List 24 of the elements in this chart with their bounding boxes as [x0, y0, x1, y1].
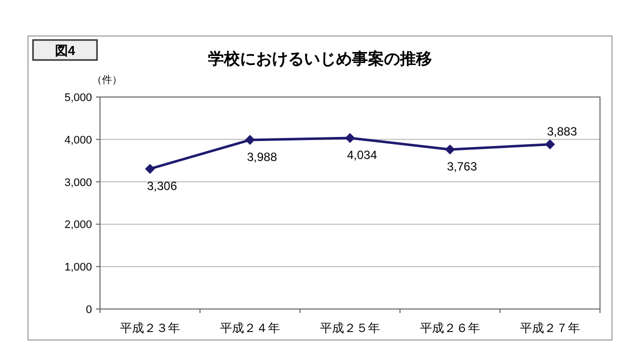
text: （件）	[92, 75, 122, 86]
data-label: 3,883	[546, 124, 578, 138]
y-tick-label: 4,000	[64, 134, 92, 146]
data-label: 4,034	[346, 148, 378, 162]
y-tick-label: 1,000	[64, 262, 92, 274]
y-tick-label: 2,000	[64, 219, 92, 232]
chart-title: 学校におけるいじめ事案の推移	[208, 49, 432, 68]
data-label: 3,306	[146, 178, 178, 193]
x-tick-label: 平成２６年	[420, 321, 480, 335]
caption: 図4	[54, 43, 76, 58]
y-tick-label: 5,000	[64, 92, 92, 104]
data-label: 3,988	[246, 150, 278, 164]
x-tick-label: 平成２７年	[520, 321, 580, 335]
data-label: 3,763	[446, 159, 478, 174]
point	[445, 144, 455, 154]
x-tick-label: 平成２４年	[220, 321, 280, 335]
x-tick-label: 平成２３年	[120, 321, 180, 335]
point	[145, 164, 155, 174]
y-tick-label: 0	[86, 304, 92, 316]
point	[545, 139, 555, 150]
x-tick-label: 平成２５年	[320, 321, 380, 335]
point	[345, 132, 355, 143]
y-tick-label: 3,000	[64, 176, 92, 189]
point	[245, 134, 255, 145]
